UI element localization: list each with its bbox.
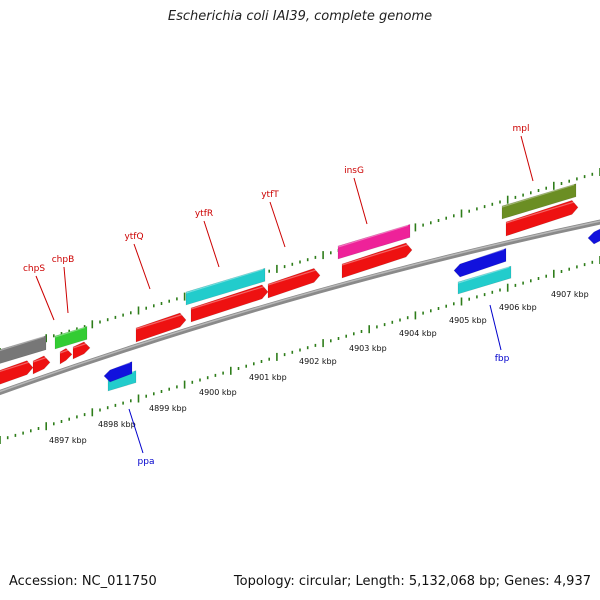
gene-label-insG: insG [344, 166, 364, 176]
magenta-feature [337, 223, 411, 260]
magenta-feature-shine [337, 224, 409, 248]
gray-feature-shine [0, 336, 45, 352]
reverse-cds-arrow-shine [103, 362, 131, 372]
gene-callout-line [520, 135, 534, 182]
green-feature [54, 325, 88, 350]
gene-callout-line [269, 201, 286, 248]
cds-arrow [267, 268, 321, 299]
kbp-label: 4899 kbp [149, 404, 187, 413]
cyan-feature-shine [185, 268, 264, 294]
gene-label-fbp: fbp [495, 354, 510, 364]
gene-label-chpS: chpS [23, 264, 45, 274]
kbp-label: 4900 kbp [199, 388, 237, 397]
gene-callout-line [203, 220, 220, 268]
cds-arrow [135, 312, 187, 343]
cds-arrow [72, 341, 91, 360]
map-title: Escherichia coli IAI39, complete genome [167, 9, 433, 24]
kbp-label: 4902 kbp [299, 357, 337, 366]
gene-callout-line [35, 275, 55, 321]
cds-arrow-shine [72, 342, 89, 349]
cds-arrow-shine [190, 285, 267, 310]
cds-arrow [505, 200, 579, 237]
gene-label-ytfQ: ytfQ [124, 232, 143, 242]
olive-feature [501, 183, 577, 220]
olive-feature-shine [501, 184, 575, 208]
kbp-label: 4906 kbp [499, 303, 537, 312]
cds-arrow [59, 348, 73, 365]
cds-arrow-shine [505, 200, 577, 224]
cyan-feature [185, 267, 266, 306]
feature-blocks [0, 183, 600, 392]
gene-label-mpl: mpl [513, 124, 530, 134]
gene-callout-line [128, 408, 144, 454]
gene-label-ppa: ppa [138, 457, 155, 467]
reverse-cds-arrow [103, 361, 133, 383]
cds-arrow-shine [341, 243, 411, 266]
cds-arrow [0, 360, 34, 385]
cds-arrow-shine [267, 268, 319, 286]
kbp-label: 4904 kbp [399, 329, 437, 338]
cyan-feature [457, 265, 512, 295]
cds-arrow-shine [59, 348, 71, 354]
green-feature-shine [54, 326, 86, 338]
cds-arrow-shine [0, 361, 32, 373]
bottom-tick-track [0, 256, 600, 444]
gene-labels: chpS chpB ytfQ ytfR ytfT insG mpl ppa fbp [23, 124, 530, 467]
accession-text: Accession: NC_011750 [9, 574, 157, 589]
reverse-cds-arrow-shine [453, 248, 505, 266]
kbp-label: 4898 kbp [98, 420, 136, 429]
genome-backbone [0, 219, 600, 396]
gene-label-chpB: chpB [52, 255, 75, 265]
reverse-cds-arrow-shine [587, 228, 600, 234]
gene-label-ytfR: ytfR [195, 209, 213, 219]
kbp-label: 4903 kbp [349, 344, 387, 353]
genome-summary-text: Topology: circular; Length: 5,132,068 bp… [233, 574, 591, 589]
gene-callout-line [63, 266, 69, 314]
kbp-label: 4907 kbp [551, 290, 589, 299]
kbp-label: 4905 kbp [449, 316, 487, 325]
gene-callout-line [489, 304, 502, 351]
cds-arrow [32, 355, 51, 375]
gene-callout-line [353, 177, 368, 225]
top-tick-track [0, 168, 600, 356]
cyan-feature-shine [457, 266, 510, 284]
cds-arrow-shine [32, 356, 49, 363]
cds-arrow [190, 284, 269, 323]
reverse-cds-arrow [453, 247, 507, 278]
gray-feature [0, 335, 47, 364]
cds-arrow [341, 242, 413, 279]
gene-callout-line [133, 243, 151, 290]
kbp-label: 4897 kbp [49, 436, 87, 445]
kbp-tick-labels: 4897 kbp 4898 kbp 4899 kbp 4900 kbp 4901 kbp… [49, 290, 589, 445]
kbp-label: 4901 kbp [249, 373, 287, 382]
cds-arrow-shine [135, 313, 185, 330]
gene-label-ytfT: ytfT [261, 190, 279, 200]
reverse-cds-arrow [587, 228, 600, 245]
gene-callout-lines [35, 135, 534, 454]
